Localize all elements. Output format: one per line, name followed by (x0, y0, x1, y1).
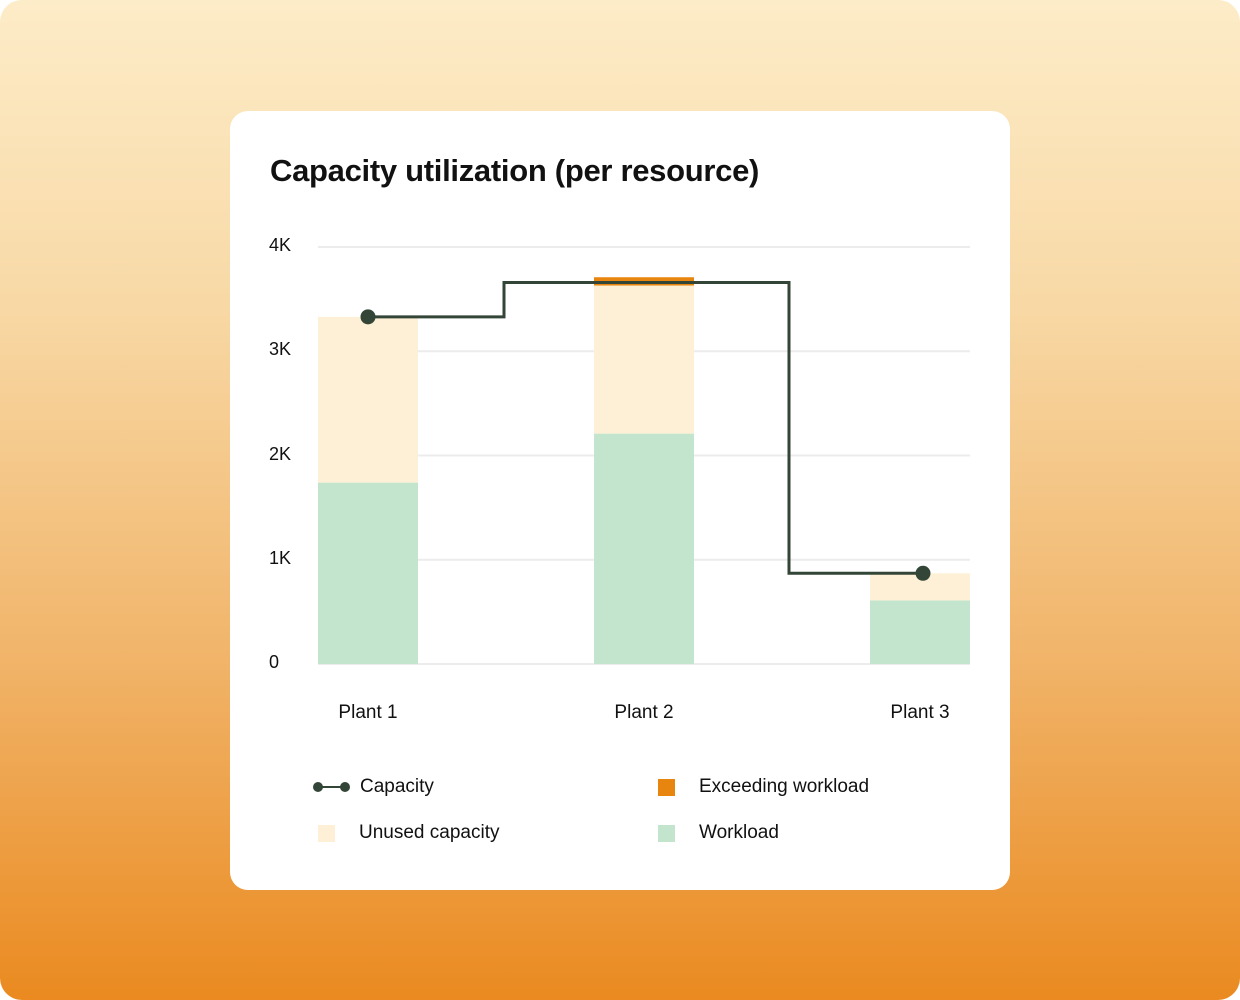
bars (318, 277, 970, 664)
y-tick-label: 1K (269, 547, 292, 568)
x-tick-label: Plant 2 (614, 702, 674, 723)
chart-plot-area (318, 246, 970, 665)
legend-label: Capacity (360, 776, 434, 797)
bar-segment-workload (594, 433, 694, 664)
bar-segment-unused-capacity (318, 316, 418, 483)
bar-segment-workload (870, 600, 970, 664)
legend-label: Exceeding workload (699, 776, 870, 797)
y-tick-label: 3K (269, 339, 292, 360)
capacity-line (368, 280, 923, 575)
y-tick-label: 4K (269, 235, 292, 255)
capacity-line-marker-icon (313, 782, 350, 792)
workload-swatch-icon (658, 824, 675, 842)
capacity-end-marker-icon (915, 565, 931, 581)
legend-label: Workload (699, 822, 779, 843)
chart-card: Capacity utilization (per resource) 0 1K 2… (230, 111, 1010, 890)
capacity-step-line (360, 280, 931, 581)
y-tick-label: 2K (269, 443, 292, 464)
unused-capacity-swatch-icon (318, 824, 335, 842)
legend-workload: Workload (658, 822, 779, 844)
legend-unused-capacity: Unused capacity (318, 822, 499, 844)
capacity-start-marker-icon (360, 309, 376, 325)
x-tick-label: Plant 3 (890, 702, 950, 723)
y-tick-label: 0 (269, 652, 280, 672)
bar-segment-unused-capacity (594, 285, 694, 434)
bar-segment-workload (318, 482, 418, 664)
legend-exceeding-workload: Exceeding workload (658, 776, 869, 798)
legend-capacity: Capacity (313, 776, 434, 798)
chart-title: Capacity utilization (per resource) (270, 153, 760, 188)
x-tick-label: Plant 1 (338, 702, 398, 723)
legend-label: Unused capacity (359, 822, 500, 843)
exceeding-workload-swatch-icon (658, 778, 675, 796)
